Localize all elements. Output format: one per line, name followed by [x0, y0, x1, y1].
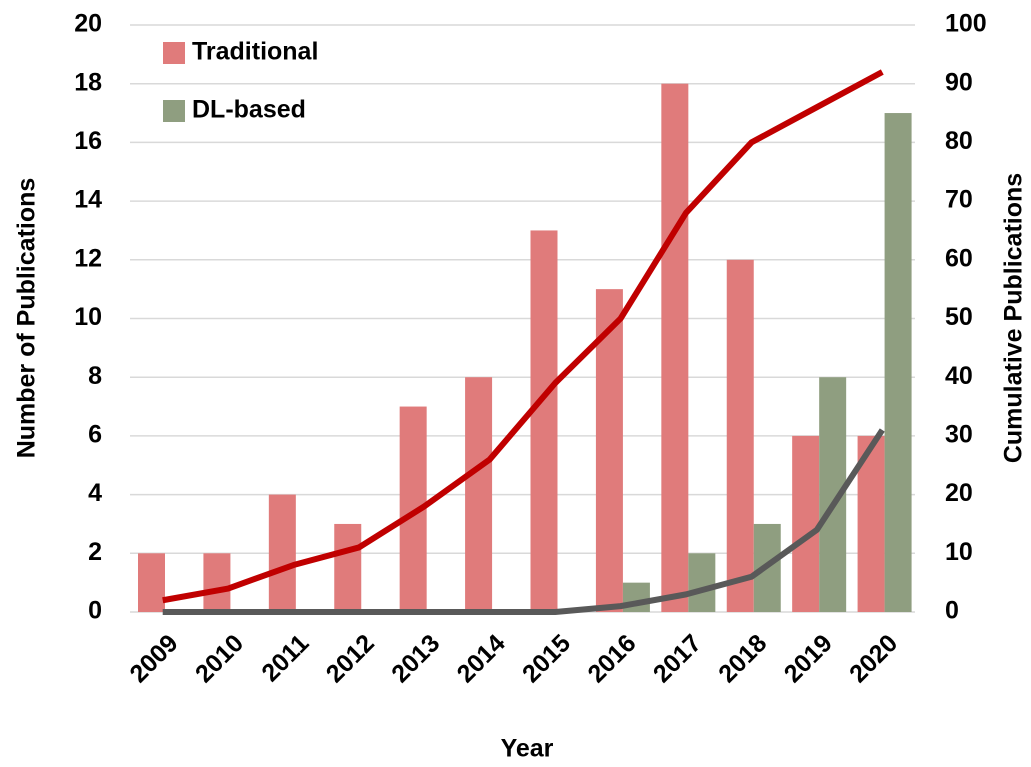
bar [661, 83, 689, 612]
y-tick-label: 16 [74, 127, 102, 155]
y2-tick-label: 100 [945, 10, 987, 38]
y2-tick-label: 80 [945, 127, 973, 155]
bar [268, 494, 296, 612]
y2-tick-label: 0 [945, 597, 959, 625]
y2-tick-label: 30 [945, 421, 973, 449]
y-axis-label: Number of Publications [13, 178, 41, 459]
legend-label: Traditional [192, 38, 318, 66]
y-tick-label: 18 [74, 68, 102, 96]
bar [726, 259, 754, 612]
y2-tick-label: 90 [945, 68, 973, 96]
bar [465, 377, 493, 612]
y2-tick-label: 20 [945, 479, 973, 507]
bar [203, 553, 231, 612]
y-tick-label: 4 [88, 479, 102, 507]
bar [792, 435, 820, 612]
x-tick-label: 2015 [517, 629, 576, 688]
x-tick-label: 2014 [452, 629, 511, 688]
y2-tick-label: 10 [945, 538, 973, 566]
legend-swatch [163, 42, 185, 64]
x-axis-label: Year [501, 735, 554, 763]
y-tick-label: 8 [88, 362, 102, 390]
y2-tick-label: 70 [945, 186, 973, 214]
bar [138, 553, 165, 612]
line [162, 428, 885, 615]
y-tick-label: 2 [88, 538, 102, 566]
legend-swatch [163, 100, 185, 122]
x-tick-label: 2020 [844, 629, 903, 688]
bar [530, 230, 558, 612]
x-tick-label: 2010 [190, 629, 249, 688]
bar [688, 553, 716, 612]
y2-tick-label: 50 [945, 303, 973, 331]
y2-axis-label: Cumulative Publications [1000, 173, 1028, 463]
y2-tick-label: 60 [945, 244, 973, 272]
x-tick-label: 2017 [648, 629, 707, 688]
y-tick-label: 6 [88, 421, 102, 449]
y2-tick-label: 40 [945, 362, 973, 390]
bar [595, 289, 623, 612]
y-tick-label: 12 [74, 244, 102, 272]
y-tick-label: 10 [74, 303, 102, 331]
x-tick-label: 2013 [386, 629, 445, 688]
x-tick-label: 2016 [582, 629, 641, 688]
x-tick-label: 2009 [124, 629, 183, 688]
y-tick-label: 0 [88, 597, 102, 625]
y-tick-label: 14 [74, 186, 102, 214]
y-tick-label: 20 [74, 10, 102, 38]
line [162, 69, 884, 604]
bar [334, 523, 362, 612]
legend-label: DL-based [192, 96, 306, 124]
x-tick-label: 2019 [779, 629, 838, 688]
x-tick-label: 2012 [321, 629, 380, 688]
x-tick-label: 2018 [713, 629, 772, 688]
bar [884, 113, 912, 613]
x-tick-label: 2011 [256, 629, 314, 687]
